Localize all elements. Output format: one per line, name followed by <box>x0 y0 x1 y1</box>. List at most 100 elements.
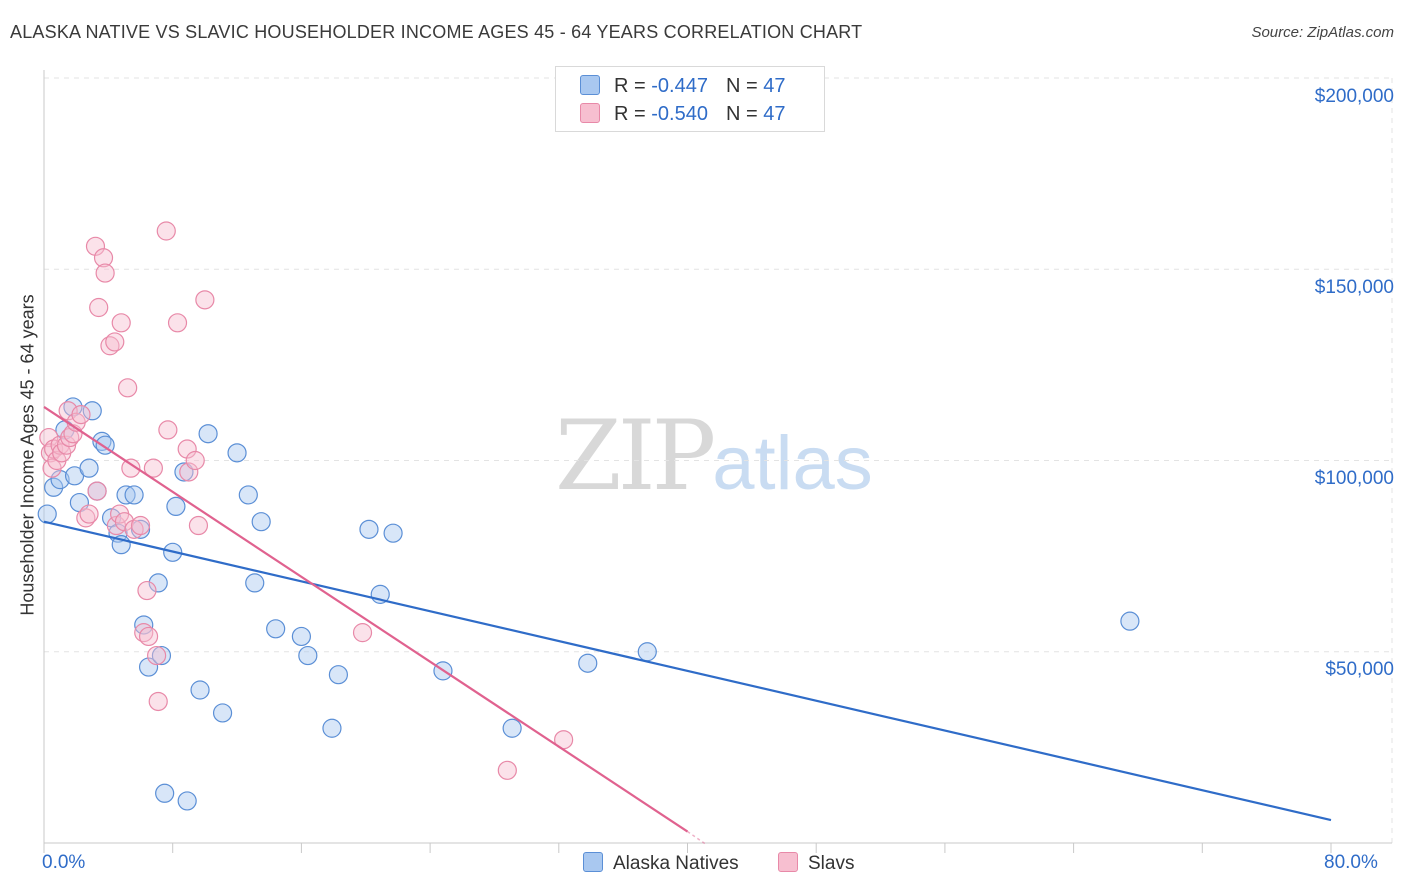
slavs-trend-line <box>43 406 689 833</box>
alaska-point <box>322 718 342 738</box>
alaska-point <box>291 626 311 647</box>
legend-row-slavs: R = -0.540 N = 47 <box>580 103 785 127</box>
alaska-point <box>148 573 168 593</box>
slavs-point <box>58 401 78 421</box>
legend-row-alaska: R = -0.447 N = 47 <box>580 75 785 99</box>
slavs-point <box>143 458 163 478</box>
slavs-point <box>148 691 168 712</box>
slavs-point <box>158 420 178 440</box>
r-value: -0.540 <box>651 103 708 125</box>
alaska-point <box>50 470 70 490</box>
pink-swatch <box>580 103 600 123</box>
slavs-point <box>138 626 159 647</box>
alaska-point <box>79 458 99 478</box>
slavs-point <box>105 332 125 352</box>
r-value: -0.447 <box>651 75 708 97</box>
alaska-point <box>177 791 197 811</box>
alaska-point <box>116 485 136 505</box>
n-value: 47 <box>763 75 786 97</box>
watermark: ZIPatlas <box>555 400 873 512</box>
slavs-point <box>167 313 188 333</box>
alaska-point <box>328 665 349 685</box>
trend-lines <box>43 406 1332 846</box>
watermark-atlas: atlas <box>712 421 873 506</box>
y-tick-label: $150,000 <box>1314 277 1394 298</box>
alaska-point <box>212 703 233 723</box>
alaska-point <box>44 477 64 497</box>
alaska-point <box>298 645 318 666</box>
alaska-point <box>198 424 218 444</box>
alaska-point <box>227 443 247 463</box>
source-credit: Source: ZipAtlas.com <box>1251 24 1394 41</box>
alaska-point <box>134 615 154 635</box>
alaska-point <box>82 401 102 421</box>
blue-swatch <box>580 75 600 95</box>
slavs-point <box>85 236 106 256</box>
alaska-point <box>383 523 403 543</box>
alaska-point <box>174 462 194 482</box>
slavs-point <box>93 248 114 268</box>
correlation-legend: R = -0.447 N = 47 R = -0.540 N = 47 <box>555 66 825 132</box>
slavs-point <box>179 462 199 482</box>
alaska-point <box>37 504 57 524</box>
alaska-point <box>251 512 271 532</box>
alaska-point <box>245 573 265 593</box>
n-label: N = <box>725 75 764 97</box>
pink-swatch <box>778 852 798 872</box>
slavs-point <box>87 481 107 501</box>
data-points <box>37 221 1140 811</box>
alaska-point <box>1120 611 1140 631</box>
x-tick-label-max: 80.0% <box>1324 852 1378 873</box>
alaska-point <box>238 485 258 505</box>
legend-label: Alaska Natives <box>613 853 739 874</box>
slavs-point <box>79 504 99 524</box>
alaska-point <box>359 519 379 539</box>
legend-label: Slavs <box>808 853 855 874</box>
axes <box>43 70 1392 853</box>
alaska-point <box>266 619 286 639</box>
y-tick-label: $200,000 <box>1314 86 1394 107</box>
slavs-point <box>147 645 167 666</box>
alaska-point <box>190 680 210 700</box>
alaska-point <box>155 783 175 803</box>
n-value: 47 <box>763 103 786 125</box>
y-axis-label: Householder Income Ages 45 - 64 years <box>17 294 38 616</box>
slavs-point <box>118 378 138 398</box>
y-tick-label: $100,000 <box>1314 468 1394 489</box>
alaska-trend-line <box>43 520 1332 822</box>
blue-swatch <box>583 852 603 872</box>
slavs-point <box>130 515 151 536</box>
slavs-point <box>177 439 197 459</box>
x-tick-label-min: 0.0% <box>42 852 86 873</box>
n-label: N = <box>725 103 764 125</box>
alaska-point <box>502 718 522 738</box>
slavs-point <box>95 263 115 283</box>
slavs-point <box>497 760 517 780</box>
watermark-zip: ZIP <box>555 400 716 512</box>
slavs-point <box>39 427 59 448</box>
slavs-point <box>352 623 373 643</box>
slavs-point <box>111 313 131 333</box>
slavs-point <box>185 450 205 471</box>
alaska-point <box>151 645 172 666</box>
slavs-point <box>89 297 109 318</box>
chart-title: ALASKA NATIVE VS SLAVIC HOUSEHOLDER INCO… <box>10 22 863 42</box>
slavs-point <box>195 290 215 310</box>
slavs-trend-extension <box>687 830 708 846</box>
y-tick-label: $50,000 <box>1325 659 1394 680</box>
slavs-point <box>137 580 157 601</box>
alaska-point <box>138 657 159 677</box>
slavs-point <box>50 435 70 455</box>
slavs-point <box>114 512 135 532</box>
legend-item-alaska-natives[interactable]: Alaska Natives <box>583 852 739 875</box>
alaska-point <box>124 485 144 505</box>
gridlines <box>44 77 1393 843</box>
r-label: R = <box>614 103 652 125</box>
alaska-point <box>166 496 186 516</box>
slavs-point <box>188 515 209 536</box>
legend-item-slavs[interactable]: Slavs <box>778 852 854 875</box>
slavs-point <box>71 405 91 425</box>
r-label: R = <box>614 75 652 97</box>
slavs-point <box>156 221 176 241</box>
